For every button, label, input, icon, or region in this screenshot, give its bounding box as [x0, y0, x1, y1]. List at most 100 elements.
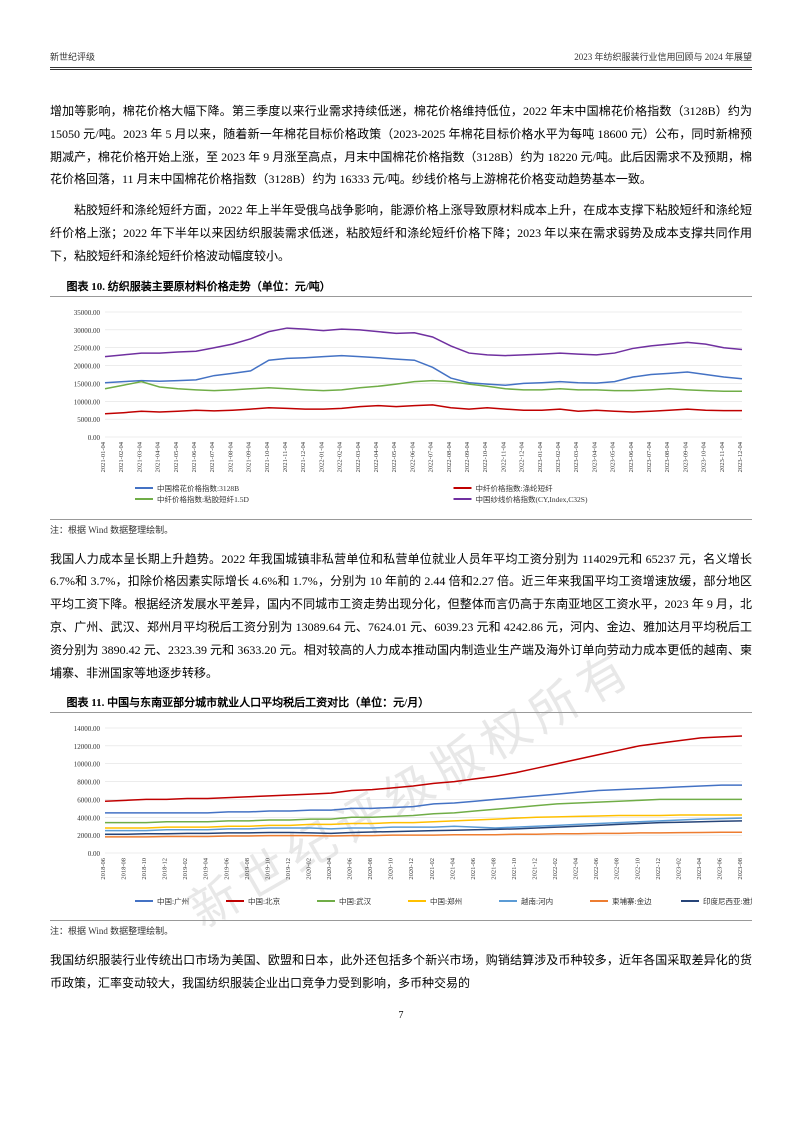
svg-text:2023-05-04: 2023-05-04 — [610, 441, 617, 472]
header-right: 2023 年纺织服装行业信用回顾与 2024 年展望 — [574, 50, 752, 63]
svg-text:2020-10: 2020-10 — [388, 858, 395, 880]
svg-text:20000.00: 20000.00 — [74, 362, 101, 370]
svg-text:6000.00: 6000.00 — [77, 797, 100, 805]
svg-text:2022-12-04: 2022-12-04 — [519, 441, 526, 472]
svg-text:2018-10: 2018-10 — [141, 858, 148, 880]
svg-text:2022-02: 2022-02 — [552, 858, 559, 880]
svg-text:2019-10: 2019-10 — [264, 858, 271, 880]
chart10-container: 0.00 5000.00 10000.00 15000.00 20000.00 25000… — [50, 302, 752, 516]
svg-text:中纤价格指数:涤纶短纤: 中纤价格指数:涤纶短纤 — [476, 483, 554, 493]
svg-text:2023-04-04: 2023-04-04 — [591, 441, 598, 472]
svg-text:中国:武汉: 中国:武汉 — [339, 896, 372, 906]
svg-text:中国:北京: 中国:北京 — [248, 896, 281, 906]
svg-text:2023-10-04: 2023-10-04 — [701, 441, 708, 472]
svg-text:10000.00: 10000.00 — [74, 398, 101, 406]
svg-text:0.00: 0.00 — [88, 850, 101, 858]
svg-text:2023-04: 2023-04 — [696, 858, 703, 880]
svg-text:中纤价格指数:粘胶短纤1.5D: 中纤价格指数:粘胶短纤1.5D — [157, 494, 249, 504]
svg-text:2022-11-04: 2022-11-04 — [500, 441, 507, 472]
chart11-note-line — [50, 920, 752, 921]
svg-text:2021-05-04: 2021-05-04 — [173, 441, 180, 472]
svg-text:2022-10-04: 2022-10-04 — [482, 441, 489, 472]
svg-text:越南:河内: 越南:河内 — [521, 896, 553, 906]
chart11-container: 0.002000.004000.006000.008000.0010000.00… — [50, 718, 752, 917]
svg-text:2021-08-04: 2021-08-04 — [227, 441, 234, 472]
chart10: 0.00 5000.00 10000.00 15000.00 20000.00 25000… — [50, 302, 752, 512]
svg-text:2023-06: 2023-06 — [716, 858, 723, 880]
svg-text:2022-08-04: 2022-08-04 — [446, 441, 453, 472]
svg-text:8000.00: 8000.00 — [77, 779, 100, 787]
svg-text:2023-06-04: 2023-06-04 — [628, 441, 635, 472]
svg-text:2021-08: 2021-08 — [490, 858, 497, 880]
svg-text:2022-03-04: 2022-03-04 — [355, 441, 362, 472]
svg-text:2021-12: 2021-12 — [532, 858, 539, 880]
svg-text:2020-12: 2020-12 — [408, 858, 415, 880]
svg-text:25000.00: 25000.00 — [74, 344, 101, 352]
svg-text:2021-09-04: 2021-09-04 — [246, 441, 253, 472]
svg-text:2020-02: 2020-02 — [305, 858, 312, 880]
svg-text:2023-08: 2023-08 — [737, 858, 744, 880]
svg-text:2022-06-04: 2022-06-04 — [409, 441, 416, 472]
svg-text:中国棉花价格指数:3128B: 中国棉花价格指数:3128B — [157, 483, 239, 493]
svg-text:2021-04: 2021-04 — [449, 858, 456, 880]
svg-text:2021-01-04: 2021-01-04 — [100, 441, 107, 472]
header-divider — [50, 67, 752, 70]
svg-text:0.00: 0.00 — [88, 434, 101, 442]
svg-text:印度尼西亚:雅加达: 印度尼西亚:雅加达 — [703, 896, 752, 906]
svg-text:2020-08: 2020-08 — [367, 858, 374, 880]
paragraph-2: 粘胶短纤和涤纶短纤方面，2022 年上半年受俄乌战争影响，能源价格上涨导致原材料… — [50, 199, 752, 267]
header-left: 新世纪评级 — [50, 50, 95, 63]
page-number: 7 — [50, 1010, 752, 1021]
svg-text:2000.00: 2000.00 — [77, 833, 100, 841]
svg-text:2023-01-04: 2023-01-04 — [537, 441, 544, 472]
svg-text:2022-08: 2022-08 — [614, 858, 621, 880]
svg-text:2021-03-04: 2021-03-04 — [136, 441, 143, 472]
page-header: 新世纪评级 2023 年纺织服装行业信用回顾与 2024 年展望 — [50, 50, 752, 63]
chart11-note: 注：根据 Wind 数据整理绘制。 — [50, 924, 752, 937]
svg-text:2021-10: 2021-10 — [511, 858, 518, 880]
svg-text:2023-11-04: 2023-11-04 — [719, 441, 726, 472]
svg-text:2021-02-04: 2021-02-04 — [118, 441, 125, 472]
svg-text:35000.00: 35000.00 — [74, 309, 101, 317]
svg-text:2022-07-04: 2022-07-04 — [428, 441, 435, 472]
svg-text:2022-04-04: 2022-04-04 — [373, 441, 380, 472]
svg-text:5000.00: 5000.00 — [77, 416, 100, 424]
svg-text:2021-06-04: 2021-06-04 — [191, 441, 198, 472]
svg-text:2018-08: 2018-08 — [121, 858, 128, 880]
svg-text:2022-01-04: 2022-01-04 — [318, 441, 325, 472]
svg-text:4000.00: 4000.00 — [77, 815, 100, 823]
svg-text:2023-09-04: 2023-09-04 — [682, 441, 689, 472]
svg-text:2023-12-04: 2023-12-04 — [737, 441, 744, 472]
svg-text:15000.00: 15000.00 — [74, 380, 101, 388]
svg-text:2021-06: 2021-06 — [470, 858, 477, 880]
paragraph-4: 我国纺织服装行业传统出口市场为美国、欧盟和日本，此外还包括多个新兴市场，购销结算… — [50, 949, 752, 995]
chart11-title-line — [50, 712, 752, 713]
svg-text:2021-02: 2021-02 — [429, 858, 436, 880]
svg-text:2019-06: 2019-06 — [223, 858, 230, 880]
svg-text:2020-04: 2020-04 — [326, 858, 333, 880]
svg-text:2019-02: 2019-02 — [182, 858, 189, 880]
svg-text:2018-12: 2018-12 — [162, 858, 169, 880]
svg-text:2022-09-04: 2022-09-04 — [464, 441, 471, 472]
svg-text:12000.00: 12000.00 — [74, 743, 101, 751]
svg-text:中国纱线价格指数(CY,Index,C32S): 中国纱线价格指数(CY,Index,C32S) — [476, 494, 588, 504]
svg-text:2019-12: 2019-12 — [285, 858, 292, 880]
svg-text:2022-10: 2022-10 — [634, 858, 641, 880]
svg-text:2018-06: 2018-06 — [100, 858, 107, 880]
svg-text:2023-08-04: 2023-08-04 — [664, 441, 671, 472]
chart10-title-line — [50, 296, 752, 297]
svg-text:2023-02: 2023-02 — [675, 858, 682, 880]
svg-text:2022-12: 2022-12 — [655, 858, 662, 880]
svg-text:2023-02-04: 2023-02-04 — [555, 441, 562, 472]
svg-text:2022-05-04: 2022-05-04 — [391, 441, 398, 472]
svg-text:2021-07-04: 2021-07-04 — [209, 441, 216, 472]
svg-text:2020-06: 2020-06 — [347, 858, 354, 880]
svg-text:2023-03-04: 2023-03-04 — [573, 441, 580, 472]
chart11-title: 图表 11. 中国与东南亚部分城市就业人口平均税后工资对比（单位：元/月） — [50, 694, 752, 710]
svg-text:中国:广州: 中国:广州 — [157, 896, 189, 906]
chart10-note: 注：根据 Wind 数据整理绘制。 — [50, 523, 752, 536]
svg-text:2021-04-04: 2021-04-04 — [155, 441, 162, 472]
chart10-title: 图表 10. 纺织服装主要原材料价格走势（单位：元/吨） — [50, 278, 752, 294]
svg-text:2022-02-04: 2022-02-04 — [337, 441, 344, 472]
svg-text:30000.00: 30000.00 — [74, 326, 101, 334]
